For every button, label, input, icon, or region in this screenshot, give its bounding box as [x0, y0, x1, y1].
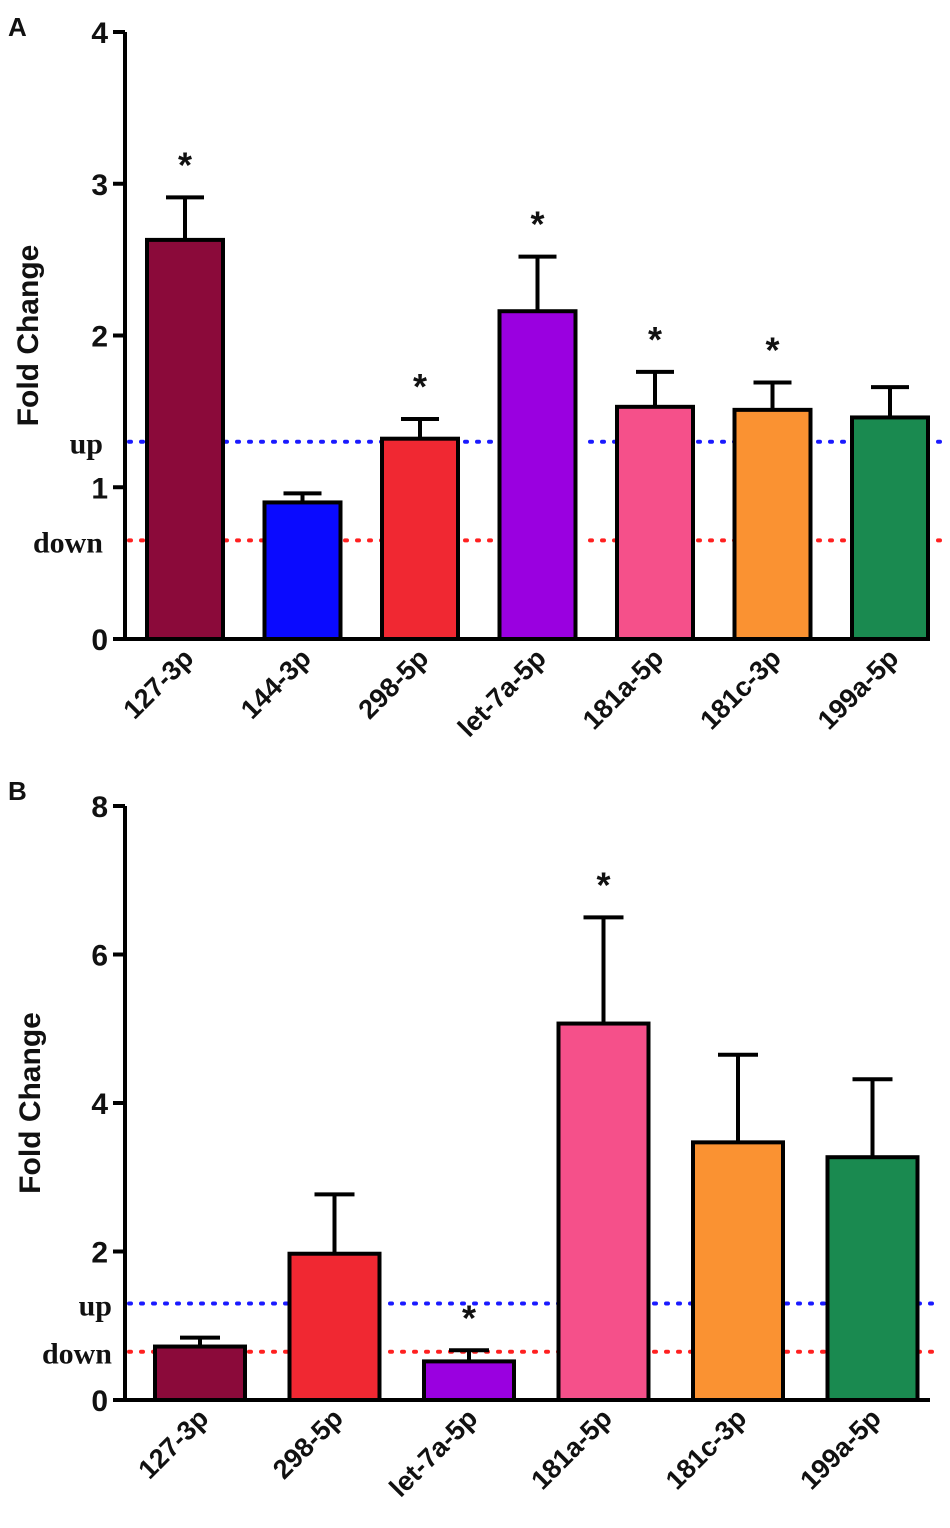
bar-127-3p	[145, 237, 225, 642]
bar-181a-5p	[556, 1021, 651, 1402]
y-tick-label: 6	[91, 940, 108, 973]
x-tick-label: 181a-5p	[525, 1403, 617, 1495]
significance-star: *	[765, 330, 779, 371]
panel-a: A Fold Change up down * 127-3p 144-3p * 298-5p * l…	[8, 12, 947, 743]
significance-star: *	[530, 204, 544, 245]
y-axis-title: Fold Change	[14, 1012, 47, 1194]
y-axis-title: Fold Change	[12, 245, 45, 427]
bar-181c-3p	[691, 1140, 785, 1403]
ref-label-up: up	[79, 1289, 112, 1322]
significance-star: *	[178, 144, 192, 185]
y-tick-label: 8	[91, 791, 108, 824]
y-tick-label: 4	[91, 17, 108, 50]
y-tick-label: 2	[91, 321, 108, 354]
x-tick-label: 127-3p	[133, 1403, 215, 1485]
bar-144-3p	[262, 500, 343, 641]
ref-label-up: up	[70, 428, 103, 461]
bar-199a-5p	[825, 1155, 920, 1403]
panel-letter: B	[8, 776, 27, 806]
panel-b: B Fold Change up down 127-3p 298-5p * let-7a-5p…	[8, 776, 942, 1503]
bar-181c-3p	[732, 407, 813, 642]
x-tick-label: 181c-3p	[694, 643, 786, 735]
x-tick-label: 144-3p	[235, 643, 317, 725]
ref-label-down: down	[42, 1338, 112, 1371]
significance-star: *	[462, 1297, 476, 1338]
bar-181a-5p	[615, 404, 695, 642]
panel-letter: A	[8, 12, 27, 42]
significance-star: *	[648, 319, 662, 360]
bar-298-5p	[380, 436, 460, 641]
x-tick-label: 181a-5p	[577, 643, 669, 735]
bar-let-7a-5p	[422, 1359, 516, 1403]
significance-star: *	[596, 864, 610, 905]
y-tick-label: 4	[91, 1088, 108, 1121]
x-tick-label: let-7a-5p	[452, 643, 552, 743]
bar-let-7a-5p	[497, 309, 578, 641]
bar-199a-5p	[850, 415, 930, 641]
significance-star: *	[413, 366, 427, 407]
y-tick-label: 0	[91, 624, 108, 657]
y-tick-label: 1	[91, 472, 108, 505]
x-tick-label: 181c-3p	[660, 1403, 752, 1495]
bar-127-3p	[153, 1344, 247, 1403]
x-tick-label: 199a-5p	[812, 643, 904, 735]
bar-298-5p	[287, 1251, 382, 1403]
y-tick-label: 0	[91, 1385, 108, 1418]
x-tick-label: 199a-5p	[794, 1403, 886, 1495]
y-tick-label: 3	[91, 169, 108, 202]
ref-label-down: down	[33, 526, 103, 559]
x-tick-label: 127-3p	[118, 643, 200, 725]
x-tick-label: 298-5p	[267, 1403, 349, 1485]
x-tick-label: let-7a-5p	[384, 1403, 484, 1503]
x-tick-label: 298-5p	[353, 643, 435, 725]
y-tick-label: 2	[91, 1237, 108, 1270]
